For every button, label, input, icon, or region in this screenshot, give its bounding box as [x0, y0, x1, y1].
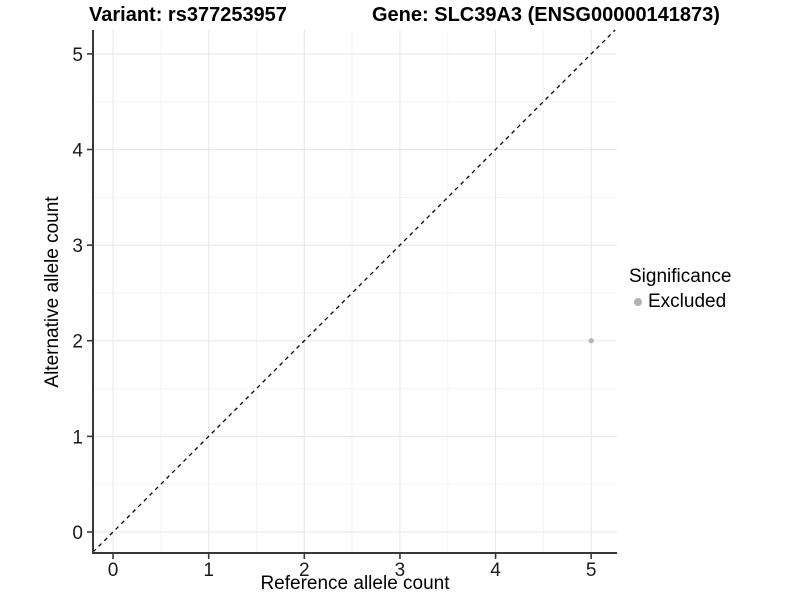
legend-point-icon [634, 298, 642, 306]
legend-entry-excluded: Excluded [629, 291, 731, 313]
plot-title-gene: Gene: SLC39A3 (ENSG00000141873) [372, 4, 720, 26]
svg-text:5: 5 [586, 560, 597, 581]
svg-text:4: 4 [72, 141, 83, 162]
svg-text:1: 1 [72, 427, 83, 448]
svg-text:4: 4 [490, 560, 501, 581]
svg-text:0: 0 [108, 560, 119, 581]
svg-text:1: 1 [203, 560, 214, 581]
x-axis-title: Reference allele count [260, 573, 450, 594]
svg-text:5: 5 [72, 45, 83, 66]
svg-text:3: 3 [395, 560, 406, 581]
plot-title-variant: Variant: rs377253957 [89, 4, 287, 26]
svg-text:2: 2 [299, 560, 310, 581]
svg-text:3: 3 [72, 236, 83, 257]
svg-text:0: 0 [72, 523, 83, 544]
legend: Significance Excluded [629, 266, 731, 313]
legend-title: Significance [629, 266, 732, 287]
svg-text:2: 2 [72, 332, 83, 353]
legend-entry-label: Excluded [648, 291, 727, 312]
y-axis-title: Alternative allele count [42, 196, 63, 388]
